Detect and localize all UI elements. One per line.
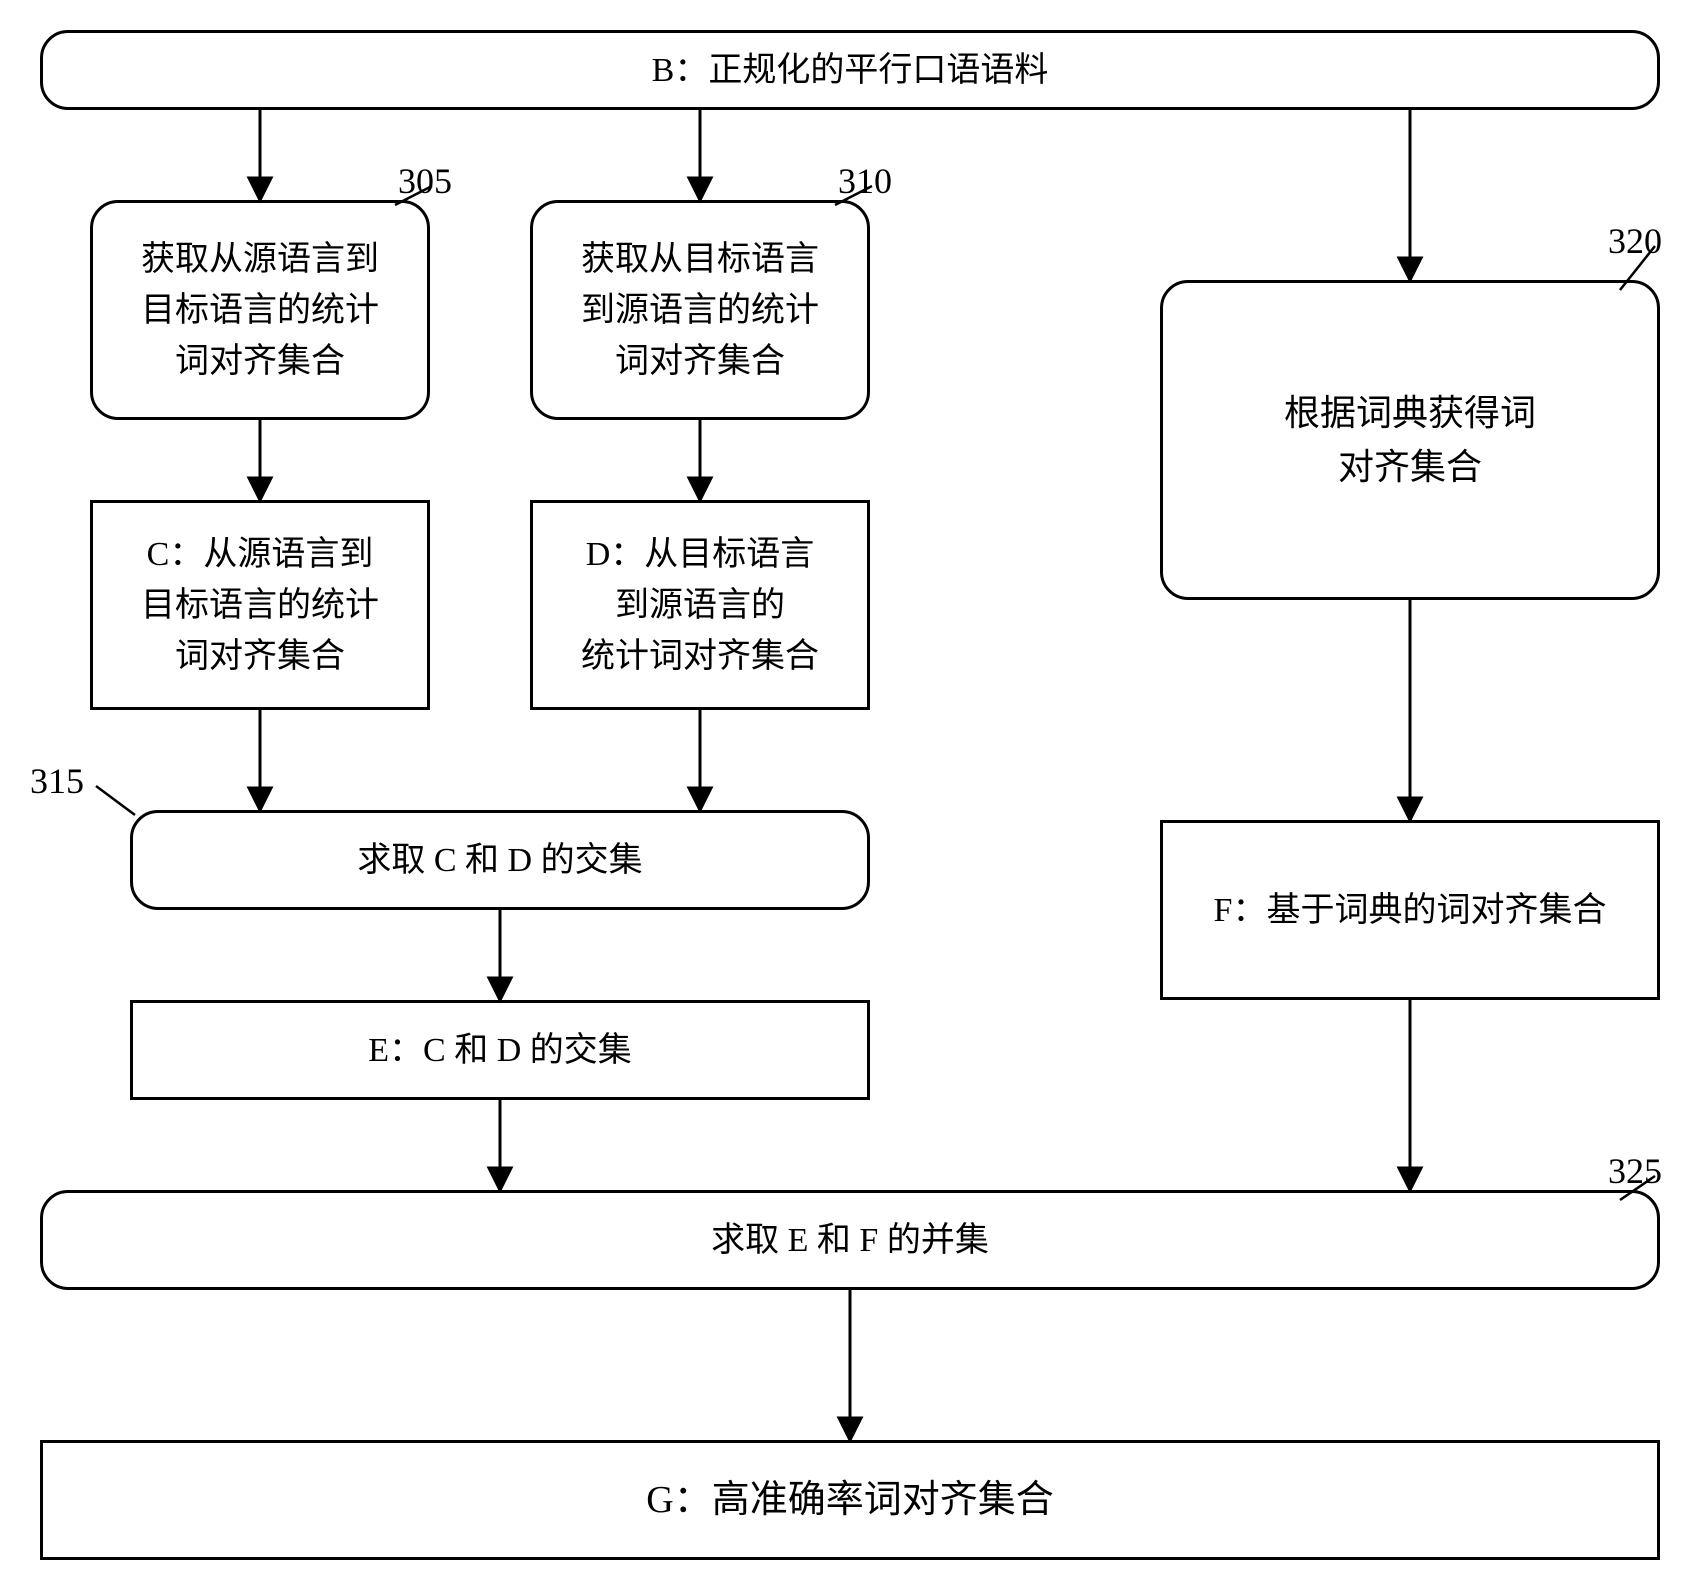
label-310: 310 bbox=[838, 160, 892, 202]
node-C-text: C：从源语言到目标语言的统计词对齐集合 bbox=[141, 529, 379, 682]
label-315-text: 315 bbox=[30, 761, 84, 801]
label-305-text: 305 bbox=[398, 161, 452, 201]
node-315-text: 求取 C 和 D 的交集 bbox=[357, 835, 642, 886]
label-320: 320 bbox=[1608, 220, 1662, 262]
node-310: 获取从目标语言到源语言的统计词对齐集合 bbox=[530, 200, 870, 420]
node-325-text: 求取 E 和 F 的并集 bbox=[711, 1215, 989, 1266]
label-325-text: 325 bbox=[1608, 1151, 1662, 1191]
node-B: B：正规化的平行口语语料 bbox=[40, 30, 1660, 110]
node-305: 获取从源语言到目标语言的统计词对齐集合 bbox=[90, 200, 430, 420]
label-310-text: 310 bbox=[838, 161, 892, 201]
node-F: F：基于词典的词对齐集合 bbox=[1160, 820, 1660, 1000]
node-G-text: G：高准确率词对齐集合 bbox=[646, 1472, 1053, 1529]
node-D: D：从目标语言到源语言的统计词对齐集合 bbox=[530, 500, 870, 710]
label-320-text: 320 bbox=[1608, 221, 1662, 261]
node-310-text: 获取从目标语言到源语言的统计词对齐集合 bbox=[581, 234, 819, 387]
node-F-text: F：基于词典的词对齐集合 bbox=[1214, 885, 1607, 936]
node-G: G：高准确率词对齐集合 bbox=[40, 1440, 1660, 1560]
node-325: 求取 E 和 F 的并集 bbox=[40, 1190, 1660, 1290]
node-315: 求取 C 和 D 的交集 bbox=[130, 810, 870, 910]
flowchart-diagram: B：正规化的平行口语语料 获取从源语言到目标语言的统计词对齐集合 获取从目标语言… bbox=[0, 0, 1706, 1588]
node-305-text: 获取从源语言到目标语言的统计词对齐集合 bbox=[141, 234, 379, 387]
label-315: 315 bbox=[30, 760, 84, 802]
label-305: 305 bbox=[398, 160, 452, 202]
node-320-text: 根据词典获得词对齐集合 bbox=[1284, 386, 1536, 494]
node-D-text: D：从目标语言到源语言的统计词对齐集合 bbox=[581, 529, 819, 682]
label-325: 325 bbox=[1608, 1150, 1662, 1192]
node-E: E：C 和 D 的交集 bbox=[130, 1000, 870, 1100]
node-C: C：从源语言到目标语言的统计词对齐集合 bbox=[90, 500, 430, 710]
node-320: 根据词典获得词对齐集合 bbox=[1160, 280, 1660, 600]
node-B-text: B：正规化的平行口语语料 bbox=[652, 45, 1049, 96]
node-E-text: E：C 和 D 的交集 bbox=[368, 1025, 632, 1076]
